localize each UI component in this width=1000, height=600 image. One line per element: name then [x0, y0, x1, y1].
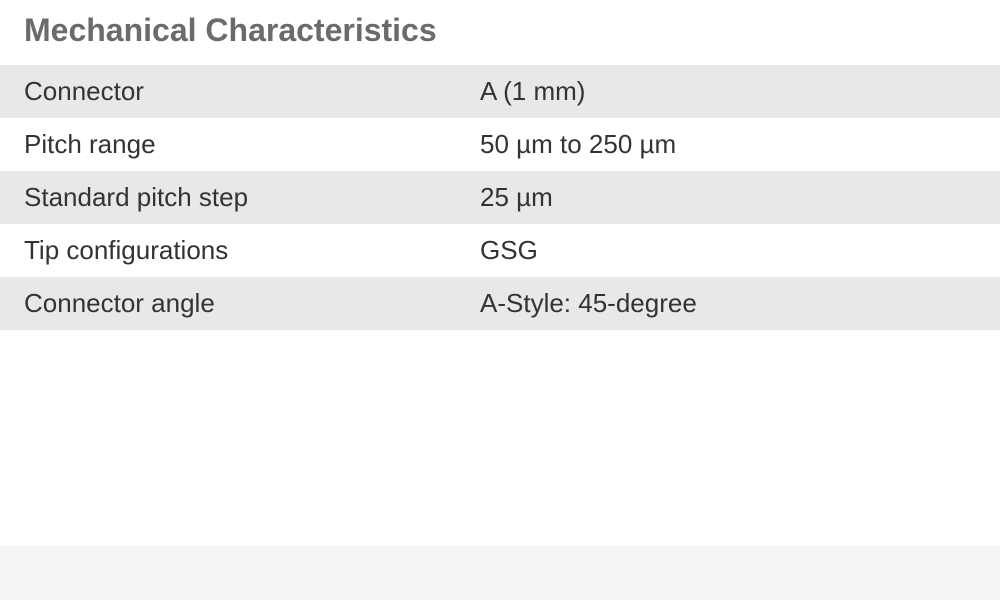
spec-container: Mechanical Characteristics Connector A (…	[0, 0, 1000, 330]
footer-bar	[0, 546, 1000, 600]
spec-label: Pitch range	[0, 118, 480, 171]
section-title: Mechanical Characteristics	[0, 0, 1000, 65]
spec-value: GSG	[480, 224, 1000, 277]
table-row: Connector A (1 mm)	[0, 65, 1000, 118]
table-row: Standard pitch step 25 µm	[0, 171, 1000, 224]
spec-value: 25 µm	[480, 171, 1000, 224]
spec-label: Connector angle	[0, 277, 480, 330]
spec-label: Standard pitch step	[0, 171, 480, 224]
spec-label: Tip configurations	[0, 224, 480, 277]
spec-value: 50 µm to 250 µm	[480, 118, 1000, 171]
table-row: Tip configurations GSG	[0, 224, 1000, 277]
table-row: Pitch range 50 µm to 250 µm	[0, 118, 1000, 171]
table-row: Connector angle A-Style: 45-degree	[0, 277, 1000, 330]
spec-value: A (1 mm)	[480, 65, 1000, 118]
spec-value: A-Style: 45-degree	[480, 277, 1000, 330]
spec-table: Connector A (1 mm) Pitch range 50 µm to …	[0, 65, 1000, 330]
spec-label: Connector	[0, 65, 480, 118]
